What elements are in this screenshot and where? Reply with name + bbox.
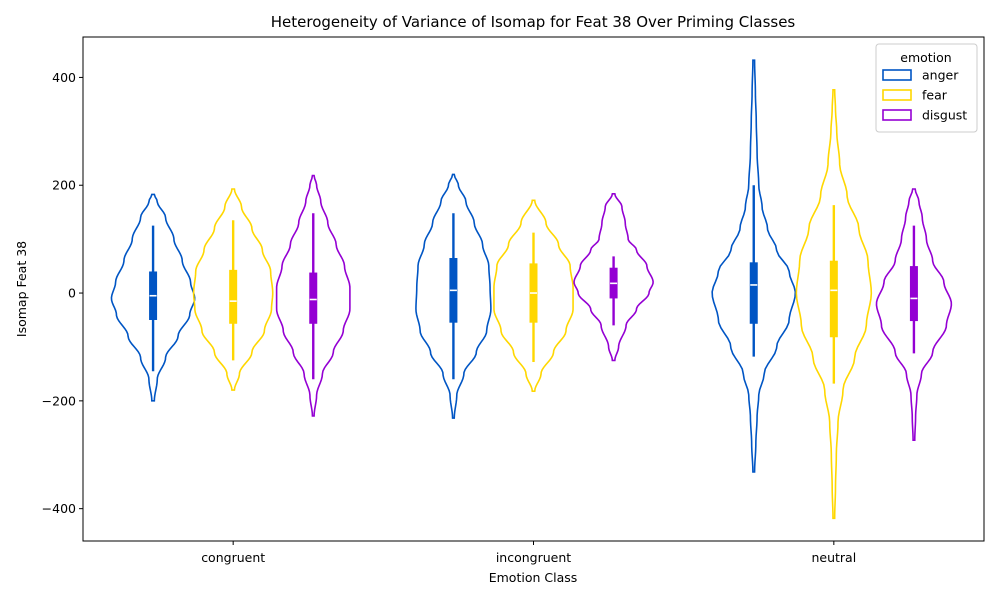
violin-body	[275, 174, 351, 417]
violin-body	[415, 173, 492, 419]
violin-fear-neutral	[795, 89, 873, 520]
y-axis-label: Isomap Feat 38	[14, 241, 29, 337]
legend-swatch	[882, 89, 912, 101]
legend-label: fear	[922, 88, 948, 103]
x-axis: congruent incongruent neutral	[201, 541, 856, 565]
plot-area	[110, 59, 953, 520]
violin-anger-neutral	[711, 59, 797, 473]
legend-swatch	[882, 109, 912, 121]
violin-body	[493, 199, 574, 392]
violin-anger-incongruent	[415, 173, 492, 419]
legend-title: emotion	[900, 50, 951, 65]
legend-label: anger	[922, 68, 959, 83]
violin-iqr-box	[309, 272, 318, 324]
y-tick-label: −400	[42, 501, 76, 516]
violin-disgust-congruent	[275, 174, 351, 417]
x-tick-label: incongruent	[496, 550, 571, 565]
violin-iqr-box	[749, 262, 758, 324]
y-tick-label: −200	[42, 393, 76, 408]
violin-anger-congruent	[110, 193, 196, 402]
legend: emotion anger fear disgust	[875, 43, 978, 133]
y-tick-label: 200	[52, 178, 76, 193]
violin-fear-congruent	[192, 188, 274, 391]
violin-body	[795, 89, 873, 520]
violin-body	[192, 188, 274, 391]
legend-swatch	[882, 69, 912, 81]
x-axis-label: Emotion Class	[489, 570, 578, 585]
violin-body	[573, 193, 654, 362]
violin-iqr-box	[829, 260, 838, 338]
violin-disgust-neutral	[875, 188, 953, 441]
violin-body	[110, 193, 196, 402]
violin-body	[875, 188, 953, 441]
y-tick-label: 400	[52, 70, 76, 85]
legend-label: disgust	[922, 108, 967, 123]
y-axis: −400 −200 0 200 400	[42, 70, 83, 516]
legend-entry-disgust: disgust	[882, 108, 967, 123]
violin-iqr-box	[229, 269, 238, 324]
x-tick-label: congruent	[201, 550, 265, 565]
x-tick-label: neutral	[811, 550, 856, 565]
chart-title: Heterogeneity of Variance of Isomap for …	[271, 13, 796, 31]
legend-entry-fear: fear	[882, 88, 948, 103]
legend-entry-anger: anger	[882, 68, 959, 83]
violin-disgust-incongruent	[573, 193, 654, 362]
violin-iqr-box	[909, 266, 918, 322]
violin-body	[711, 59, 797, 473]
violin-fear-incongruent	[493, 199, 574, 392]
y-tick-label: 0	[68, 286, 76, 301]
